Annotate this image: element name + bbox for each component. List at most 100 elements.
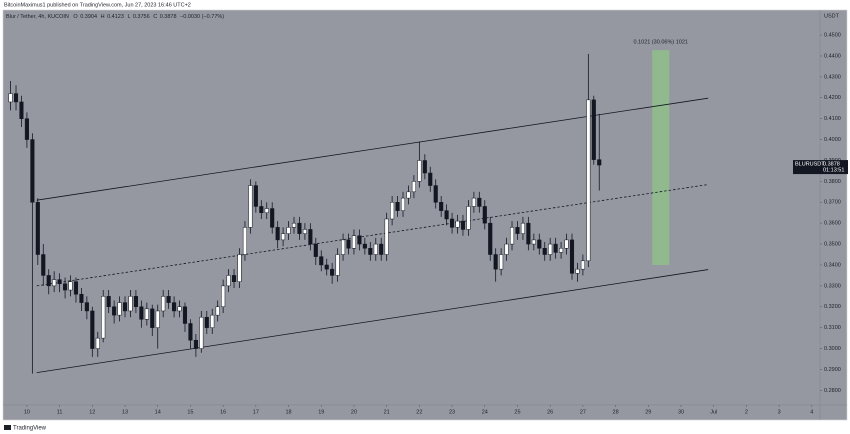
candle-body: [553, 243, 558, 253]
candle-body: [41, 254, 46, 276]
candle-body: [204, 316, 209, 328]
footer-logo: TradingView: [13, 426, 47, 432]
target-label: 0.1021 (30.06%) 1021: [634, 40, 688, 46]
candle-body: [455, 220, 460, 228]
candle-body: [586, 99, 591, 262]
x-tick-label: 23: [449, 409, 455, 415]
candle-body: [117, 302, 122, 316]
candle-body: [139, 306, 144, 320]
candle-body: [199, 316, 204, 349]
candle-body: [324, 264, 329, 270]
x-tick-label: 2: [745, 409, 748, 415]
candle-body: [531, 239, 536, 245]
candle-body: [259, 206, 264, 213]
candle-body: [155, 310, 160, 328]
candle-body: [253, 185, 258, 207]
candle-body: [411, 181, 416, 193]
last-price-label: 0.3878: [823, 162, 840, 168]
candle-body: [526, 222, 531, 245]
candle-body: [144, 308, 149, 320]
candle-body: [150, 308, 155, 328]
channel-line: [36, 184, 709, 287]
y-tick-label: 0.3300: [824, 283, 841, 289]
y-tick-label: 0.3400: [824, 262, 841, 268]
ohlc-key: L: [127, 14, 130, 20]
candle-body: [226, 275, 231, 287]
y-tick-label: 0.2900: [824, 367, 841, 373]
candle-body: [221, 285, 226, 308]
candle-body: [559, 248, 564, 253]
candle-body: [460, 220, 466, 230]
ohlc-value: 0.4123: [107, 14, 124, 20]
x-tick-label: 30: [678, 409, 684, 415]
candle-body: [548, 243, 553, 255]
x-tick-label: 10: [24, 409, 30, 415]
candle-body: [504, 243, 509, 255]
y-tick-label: 0.4200: [824, 95, 841, 101]
y-tick-label: 0.4400: [824, 53, 841, 59]
y-tick-label: 0.3100: [824, 325, 841, 331]
target-box: [652, 50, 670, 265]
x-tick-label: 11: [57, 409, 63, 415]
candle-body: [237, 254, 242, 282]
x-tick-label: Jul: [710, 409, 717, 415]
candle-body: [8, 93, 13, 103]
candle-body: [591, 99, 596, 160]
x-tick-label: 29: [645, 409, 651, 415]
candle-body: [68, 281, 73, 291]
last-price-box: [793, 160, 848, 175]
candle-body: [580, 260, 585, 270]
candle-body: [319, 256, 324, 266]
candle-body: [13, 93, 19, 103]
x-tick-label: 26: [547, 409, 553, 415]
candle-body: [57, 279, 62, 285]
last-price-symbol: BLURUSDT: [795, 162, 825, 168]
x-tick-label: 22: [416, 409, 422, 415]
candle-body: [390, 202, 395, 220]
candle-body: [575, 268, 580, 274]
chart-panel: [2, 9, 848, 421]
candle-body: [291, 222, 297, 228]
candle-body: [286, 227, 291, 234]
y-tick-label: 0.2800: [824, 388, 841, 394]
candle-body: [73, 281, 79, 295]
y-tick-label: 0.4100: [824, 116, 841, 122]
candle-body: [395, 202, 400, 211]
candle-body: [188, 323, 193, 341]
candle-body: [379, 243, 384, 255]
candle-body: [270, 208, 275, 228]
candle-body: [466, 206, 471, 230]
candle-body: [122, 302, 128, 312]
candle-body: [302, 229, 307, 234]
candle-body: [133, 296, 138, 308]
channel-line: [36, 269, 709, 374]
ohlc-key: C: [153, 14, 157, 20]
ohlc-value: 0.3756: [133, 14, 150, 20]
candle-body: [564, 239, 569, 249]
candle-body: [335, 254, 340, 276]
candle-body: [84, 302, 89, 312]
y-tick-label: 0.3800: [824, 179, 841, 185]
candle-body: [35, 202, 40, 255]
symbol-legend: Blur / Tether, 4h, KUCOIN O 0.3904 H 0.4…: [6, 14, 224, 20]
candle-body: [515, 227, 520, 234]
x-tick-label: 16: [220, 409, 226, 415]
candle-body: [193, 339, 198, 349]
ohlc-value: 0.3904: [80, 14, 97, 20]
ohlc-change: −0.0030 (−0.77%): [180, 14, 224, 20]
publisher-line: BitcoinMaximus1 published on TradingView…: [4, 2, 191, 8]
y-tick-label: 0.4500: [824, 33, 841, 39]
y-tick-label: 0.3000: [824, 346, 841, 352]
candle-body: [433, 185, 438, 203]
candle-body: [52, 279, 57, 287]
candle-body: [493, 254, 498, 270]
candle-body: [357, 235, 362, 245]
x-tick-label: 27: [580, 409, 586, 415]
candle-body: [471, 197, 476, 207]
candle-body: [242, 227, 248, 255]
x-tick-label: 28: [613, 409, 619, 415]
y-tick-label: 0.3200: [824, 304, 841, 310]
last-price-countdown: 01:13:51: [823, 168, 844, 174]
y-tick-label: 0.3600: [824, 221, 841, 227]
candle-body: [597, 159, 602, 166]
